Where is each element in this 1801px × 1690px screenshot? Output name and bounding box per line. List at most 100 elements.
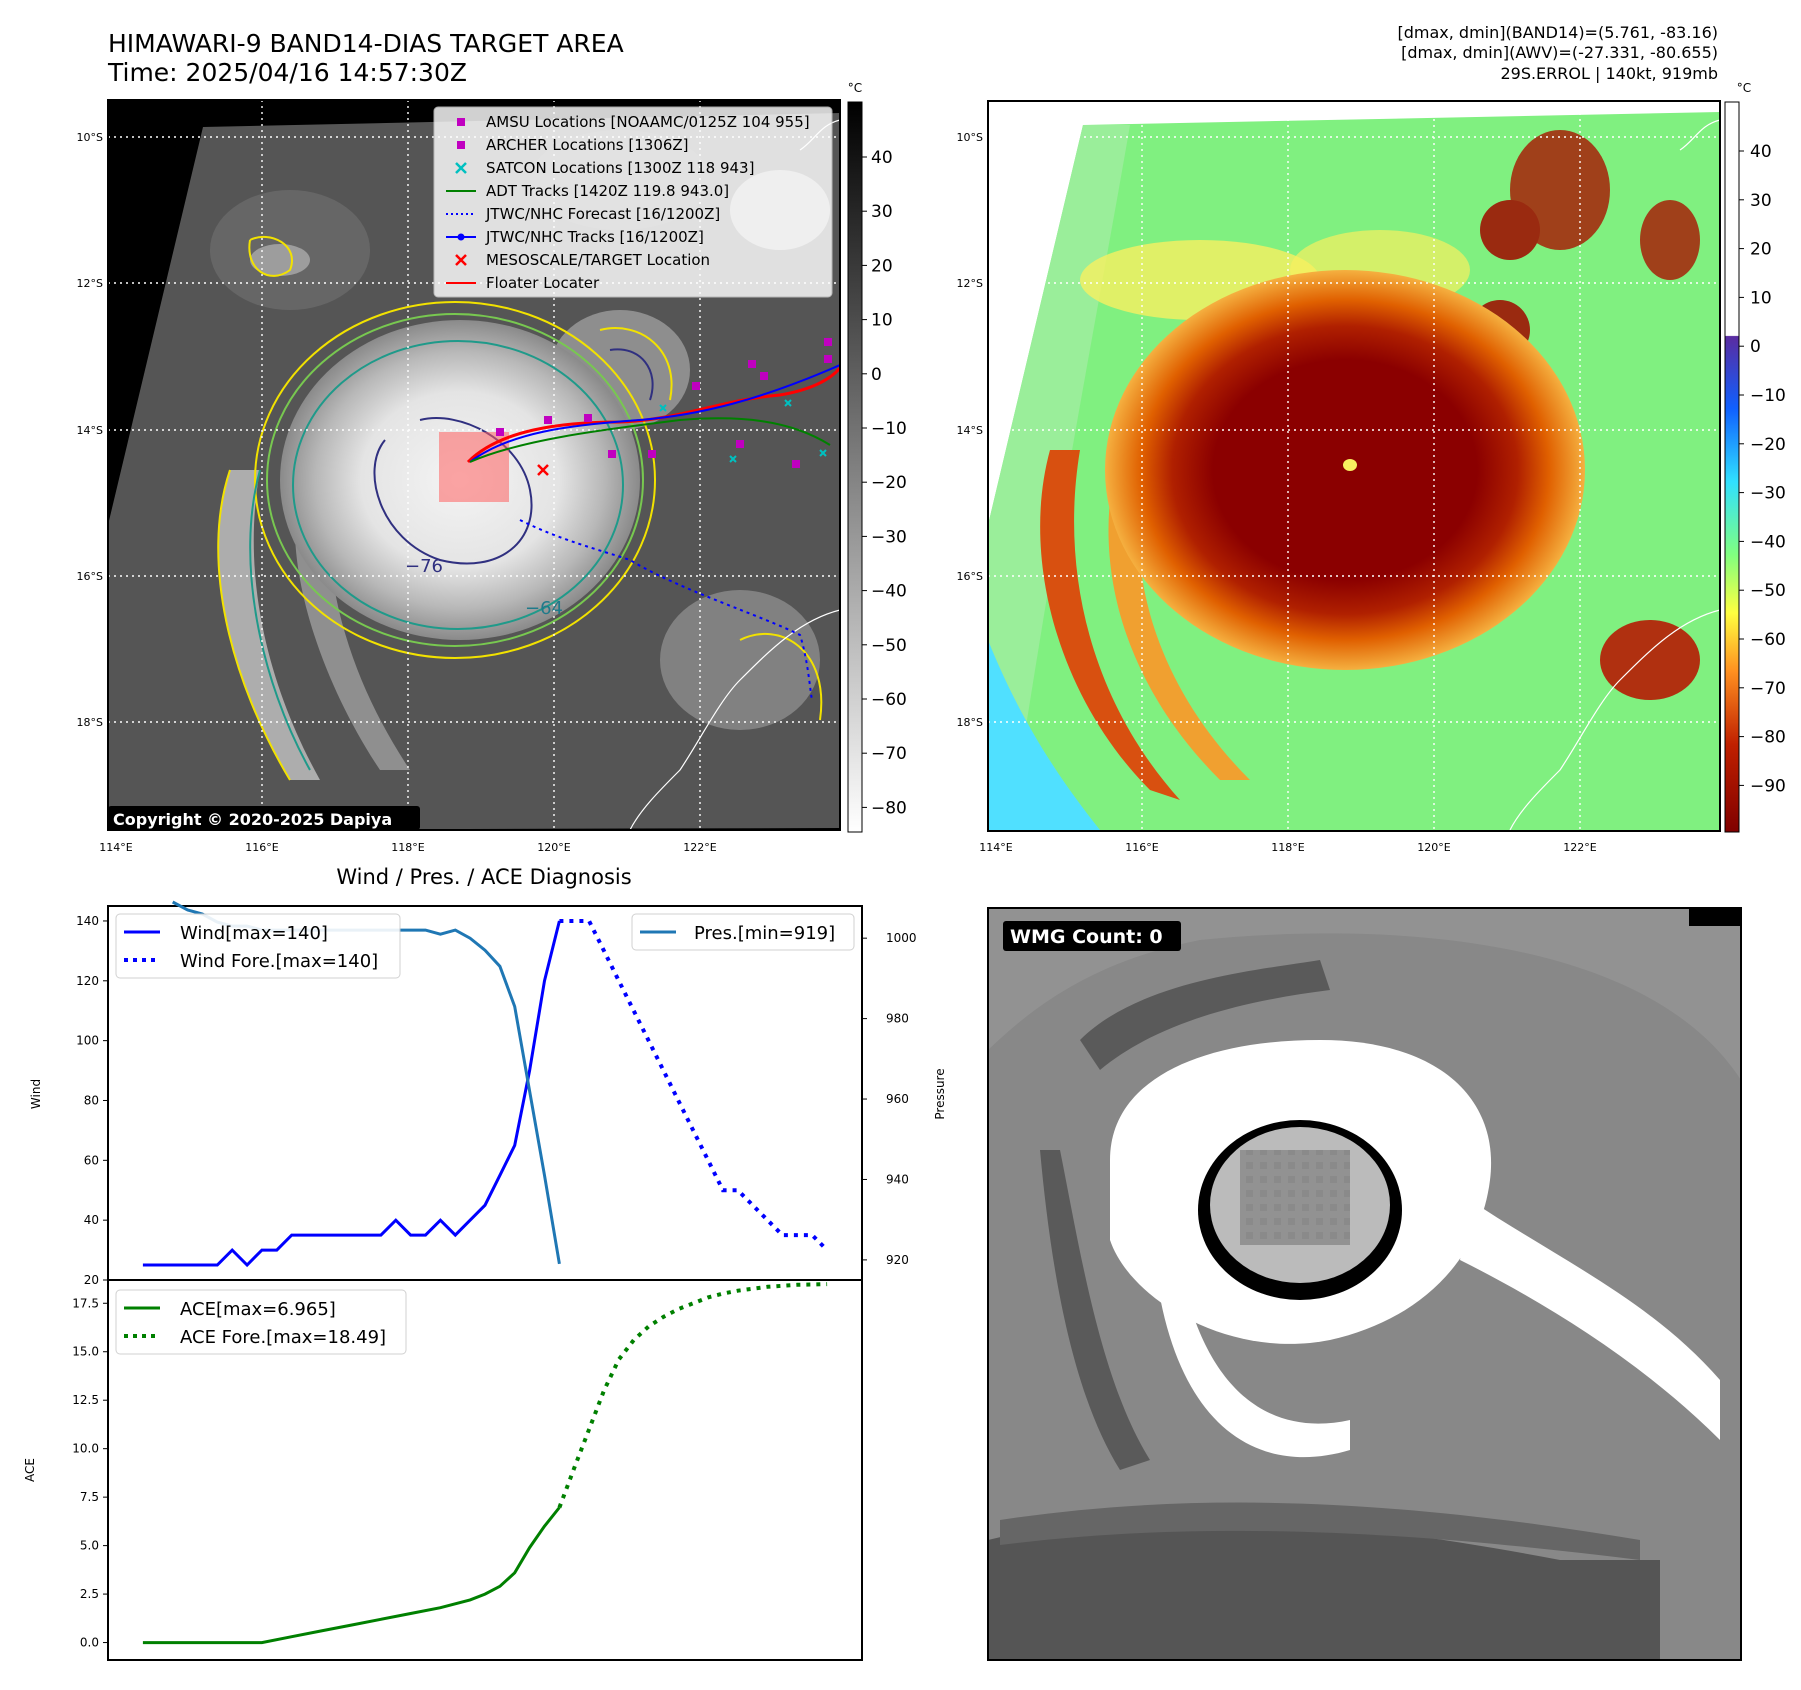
wind-forecast-line xyxy=(559,919,829,1252)
wmg-frame xyxy=(987,907,1742,1661)
colorbar-left-tick-label: −20 xyxy=(871,473,907,493)
storm-eye xyxy=(1343,459,1357,471)
colorbar-left xyxy=(847,101,863,833)
map-right-lon-tick: 116°E xyxy=(1125,841,1158,854)
legend-dot-icon xyxy=(457,233,465,241)
colorbar-left-ticks: 40 30 20 10 0 −10 −20 −30 −40 −50 −60 −70 −80 xyxy=(862,148,907,818)
map-right-lon-tick: 118°E xyxy=(1271,841,1304,854)
map-right-lon-tick: 114°E xyxy=(979,841,1012,854)
info-line2: [dmax, dmin](AWV)=(-27.331, -80.655) xyxy=(1401,43,1718,62)
info-line1: [dmax, dmin](BAND14)=(5.761, -83.16) xyxy=(1398,23,1719,42)
map-right-lat-tick: 18°S xyxy=(957,716,983,729)
map-right-frame xyxy=(987,100,1721,832)
pressure-ytick-label: 940 xyxy=(886,1172,909,1186)
wind-chart-plot: 20 40 60 80 100 120 140 920 940 960 980 1000 xyxy=(76,900,917,1287)
colorbar-right-tick-label: 30 xyxy=(1750,191,1772,211)
wind-ytick-label: 40 xyxy=(84,1213,99,1227)
ace-ytick-label: 15.0 xyxy=(72,1345,99,1359)
satcon-markers xyxy=(659,399,827,463)
legend-pressure-label: Pres.[min=919] xyxy=(694,923,835,944)
ace-ytick-label: 0.0 xyxy=(80,1636,99,1650)
map-left-lat-tick: 14°S xyxy=(77,424,103,437)
colorbar-right-tick-label: 40 xyxy=(1750,142,1772,162)
map-right-lat-tick: 10°S xyxy=(957,131,983,144)
legend-wind-label: Wind[max=140] xyxy=(180,923,328,944)
wmg-count-label: WMG Count: 0 xyxy=(1010,926,1163,948)
colorbar-right xyxy=(1724,101,1740,833)
legend-left-label: ARCHER Locations [1306Z] xyxy=(486,136,689,154)
wind-legend: Wind[max=140] Wind Fore.[max=140] xyxy=(115,913,401,979)
ace-ytick-label: 5.0 xyxy=(80,1539,99,1553)
legend-square-icon xyxy=(457,118,465,126)
colorbar-left-tick-label: 10 xyxy=(871,311,893,331)
wind-ylabel: Wind xyxy=(29,1079,43,1109)
map-left-ticks: 114°E 116°E 118°E 120°E 122°E 10°S 12°S 14°S 16°… xyxy=(77,131,717,854)
contour-label-64: −64 xyxy=(525,598,563,619)
map-right-gridlines xyxy=(988,101,1720,831)
legend-x-icon xyxy=(455,254,467,266)
colorbar-right-tick-label: −70 xyxy=(1750,679,1786,699)
map-left-frame xyxy=(107,99,841,831)
colorbar-left-tick-label: −60 xyxy=(871,690,907,710)
colorbar-right-tick-label: −40 xyxy=(1750,532,1786,552)
info-line3: 29S.ERROL | 140kt, 919mb xyxy=(1500,64,1718,83)
ace-ytick-label: 2.5 xyxy=(80,1587,99,1601)
map-left-lat-tick: 16°S xyxy=(77,570,103,583)
copyright-badge xyxy=(108,806,420,830)
colorbar-right-ticks: 40 30 20 10 0 −10 −20 −30 −40 −50 −60 −70 −80 −90 xyxy=(1739,142,1786,796)
ace-ytick-label: 12.5 xyxy=(72,1393,99,1407)
legend-wind-fore-label: Wind Fore.[max=140] xyxy=(180,951,378,972)
colorbar-left-tick-label: 20 xyxy=(871,256,893,276)
colorbar-left-tick-label: −70 xyxy=(871,744,907,764)
map-left-lon-tick: 122°E xyxy=(683,841,716,854)
map-right-lat-tick: 12°S xyxy=(957,277,983,290)
legend-x-icon xyxy=(455,162,467,174)
wind-ytick-label: 60 xyxy=(84,1153,99,1167)
legend-square-icon xyxy=(457,141,465,149)
ace-ytick-label: 7.5 xyxy=(80,1490,99,1504)
pressure-ytick-label: 920 xyxy=(886,1253,909,1267)
colorbar-left-unit: °C xyxy=(848,81,862,95)
legend-left-label: JTWC/NHC Forecast [16/1200Z] xyxy=(485,205,720,223)
legend-left-label: ADT Tracks [1420Z 119.8 943.0] xyxy=(486,182,729,200)
legend-left-label: MESOSCALE/TARGET Location xyxy=(486,251,710,269)
pressure-legend: Pres.[min=919] xyxy=(631,913,855,951)
map-right-lon-tick: 122°E xyxy=(1563,841,1596,854)
map-left-lon-tick: 120°E xyxy=(537,841,570,854)
figure-title-line2: Time: 2025/04/16 14:57:30Z xyxy=(107,58,467,87)
map-left-lat-tick: 10°S xyxy=(77,131,103,144)
wind-ytick-label: 80 xyxy=(84,1093,99,1107)
wind-ytick-label: 20 xyxy=(84,1273,99,1287)
map-left-legend: AMSU Locations [NOAAMC/0125Z 104 955] ARC… xyxy=(433,106,833,298)
colorbar-right-tick-label: −90 xyxy=(1750,776,1786,796)
colorbar-right-tick-label: 10 xyxy=(1750,288,1772,308)
figure-title-line1: HIMAWARI-9 BAND14-DIAS TARGET AREA xyxy=(108,29,624,58)
colorbar-right-tick-label: −50 xyxy=(1750,581,1786,601)
cdo-disk-color xyxy=(1105,270,1585,670)
wind-ytick-label: 120 xyxy=(76,974,99,988)
map-left-lon-tick: 114°E xyxy=(99,841,132,854)
right-map xyxy=(988,101,1720,831)
colorbar-right-tick-label: 0 xyxy=(1750,337,1761,357)
pressure-ytick-label: 960 xyxy=(886,1092,909,1106)
chart-title: Wind / Pres. / ACE Diagnosis xyxy=(336,865,631,889)
copyright-text: Copyright © 2020-2025 Dapiya xyxy=(113,810,392,829)
ace-ylabel: ACE xyxy=(23,1458,37,1482)
wind-line xyxy=(142,920,561,1268)
amsu-archer-markers xyxy=(496,338,832,468)
map-left-lat-tick: 12°S xyxy=(77,277,103,290)
map-right-lat-tick: 16°S xyxy=(957,570,983,583)
colorbar-left-tick-label: 30 xyxy=(871,202,893,222)
colorbar-left-tick-label: −10 xyxy=(871,419,907,439)
adt-track xyxy=(469,417,831,463)
pressure-ytick-label: 980 xyxy=(886,1012,909,1026)
colorbar-left-tick-label: −50 xyxy=(871,636,907,656)
contour-label-76: −76 xyxy=(405,556,443,577)
legend-left-label: AMSU Locations [NOAAMC/0125Z 104 955] xyxy=(486,113,810,131)
jtwc-track xyxy=(469,364,840,463)
colorbar-left-tick-label: 40 xyxy=(871,148,893,168)
wmg-panel: WMG Count: 0 xyxy=(988,908,1741,1660)
legend-left-label: SATCON Locations [1300Z 118 943] xyxy=(486,159,754,177)
mesoscale-target-marker xyxy=(537,464,549,476)
